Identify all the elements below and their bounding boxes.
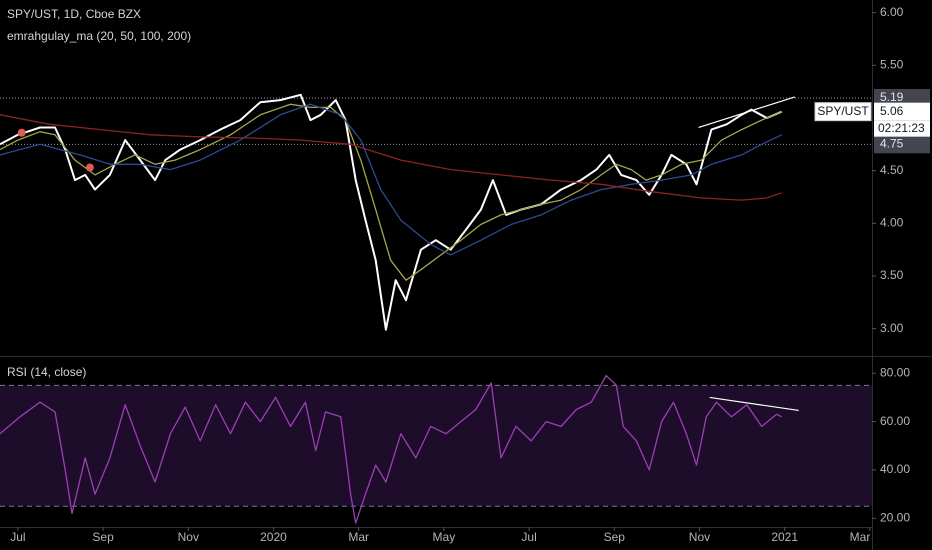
panel-title: RSI (14, close) xyxy=(7,365,86,379)
x-tick-label: 2020 xyxy=(260,530,287,544)
price-line xyxy=(0,374,782,524)
x-tick-label: Mar xyxy=(850,530,871,544)
y-tick-label: 3.00 xyxy=(880,321,904,335)
countdown-box xyxy=(874,120,930,137)
ma-line xyxy=(0,103,782,256)
ma-line xyxy=(0,114,782,201)
price-line xyxy=(0,93,783,331)
countdown-label: 02:21:23 xyxy=(878,121,925,135)
x-tick-label: May xyxy=(433,530,456,544)
y-tick-label: 5.50 xyxy=(880,57,904,71)
y-tick-label: 4.50 xyxy=(880,163,904,177)
trendline xyxy=(698,96,796,129)
chart-title: SPY/UST, 1D, Cboe BZX xyxy=(7,7,141,21)
indicator-title: emrahgulay_ma (20, 50, 100, 200) xyxy=(7,29,191,43)
x-tick-label: Mar xyxy=(348,530,369,544)
price-label-box xyxy=(874,88,930,107)
x-tick-label: Sep xyxy=(604,530,626,544)
price-label: 4.75 xyxy=(880,136,904,150)
y-tick-label: 60.00 xyxy=(880,414,910,428)
price-label-box xyxy=(874,135,930,154)
x-tick-label: Nov xyxy=(689,530,710,544)
y-tick-label: 20.00 xyxy=(880,510,910,524)
signal-marker xyxy=(17,128,26,137)
y-tick-label: 80.00 xyxy=(880,365,910,379)
x-tick-label: Nov xyxy=(178,530,199,544)
y-tick-label: 4.00 xyxy=(880,215,904,229)
price-label: 5.19 xyxy=(880,90,904,104)
x-tick-label: Jul xyxy=(10,530,25,544)
signal-marker xyxy=(85,163,94,172)
x-tick-label: 2021 xyxy=(771,530,798,544)
rsi-band xyxy=(0,385,872,507)
y-tick-label: 40.00 xyxy=(880,462,910,476)
last-price-label: 5.06 xyxy=(880,104,904,118)
symbol-label: SPY/UST xyxy=(817,104,869,118)
trendline xyxy=(709,396,799,412)
y-tick-label: 6.00 xyxy=(880,5,904,19)
x-tick-label: Jul xyxy=(521,530,536,544)
x-tick-label: Sep xyxy=(92,530,114,544)
symbol-label-box xyxy=(814,102,872,122)
ma-line xyxy=(0,103,782,281)
last-price-box xyxy=(874,102,930,121)
y-tick-label: 3.50 xyxy=(880,268,904,282)
